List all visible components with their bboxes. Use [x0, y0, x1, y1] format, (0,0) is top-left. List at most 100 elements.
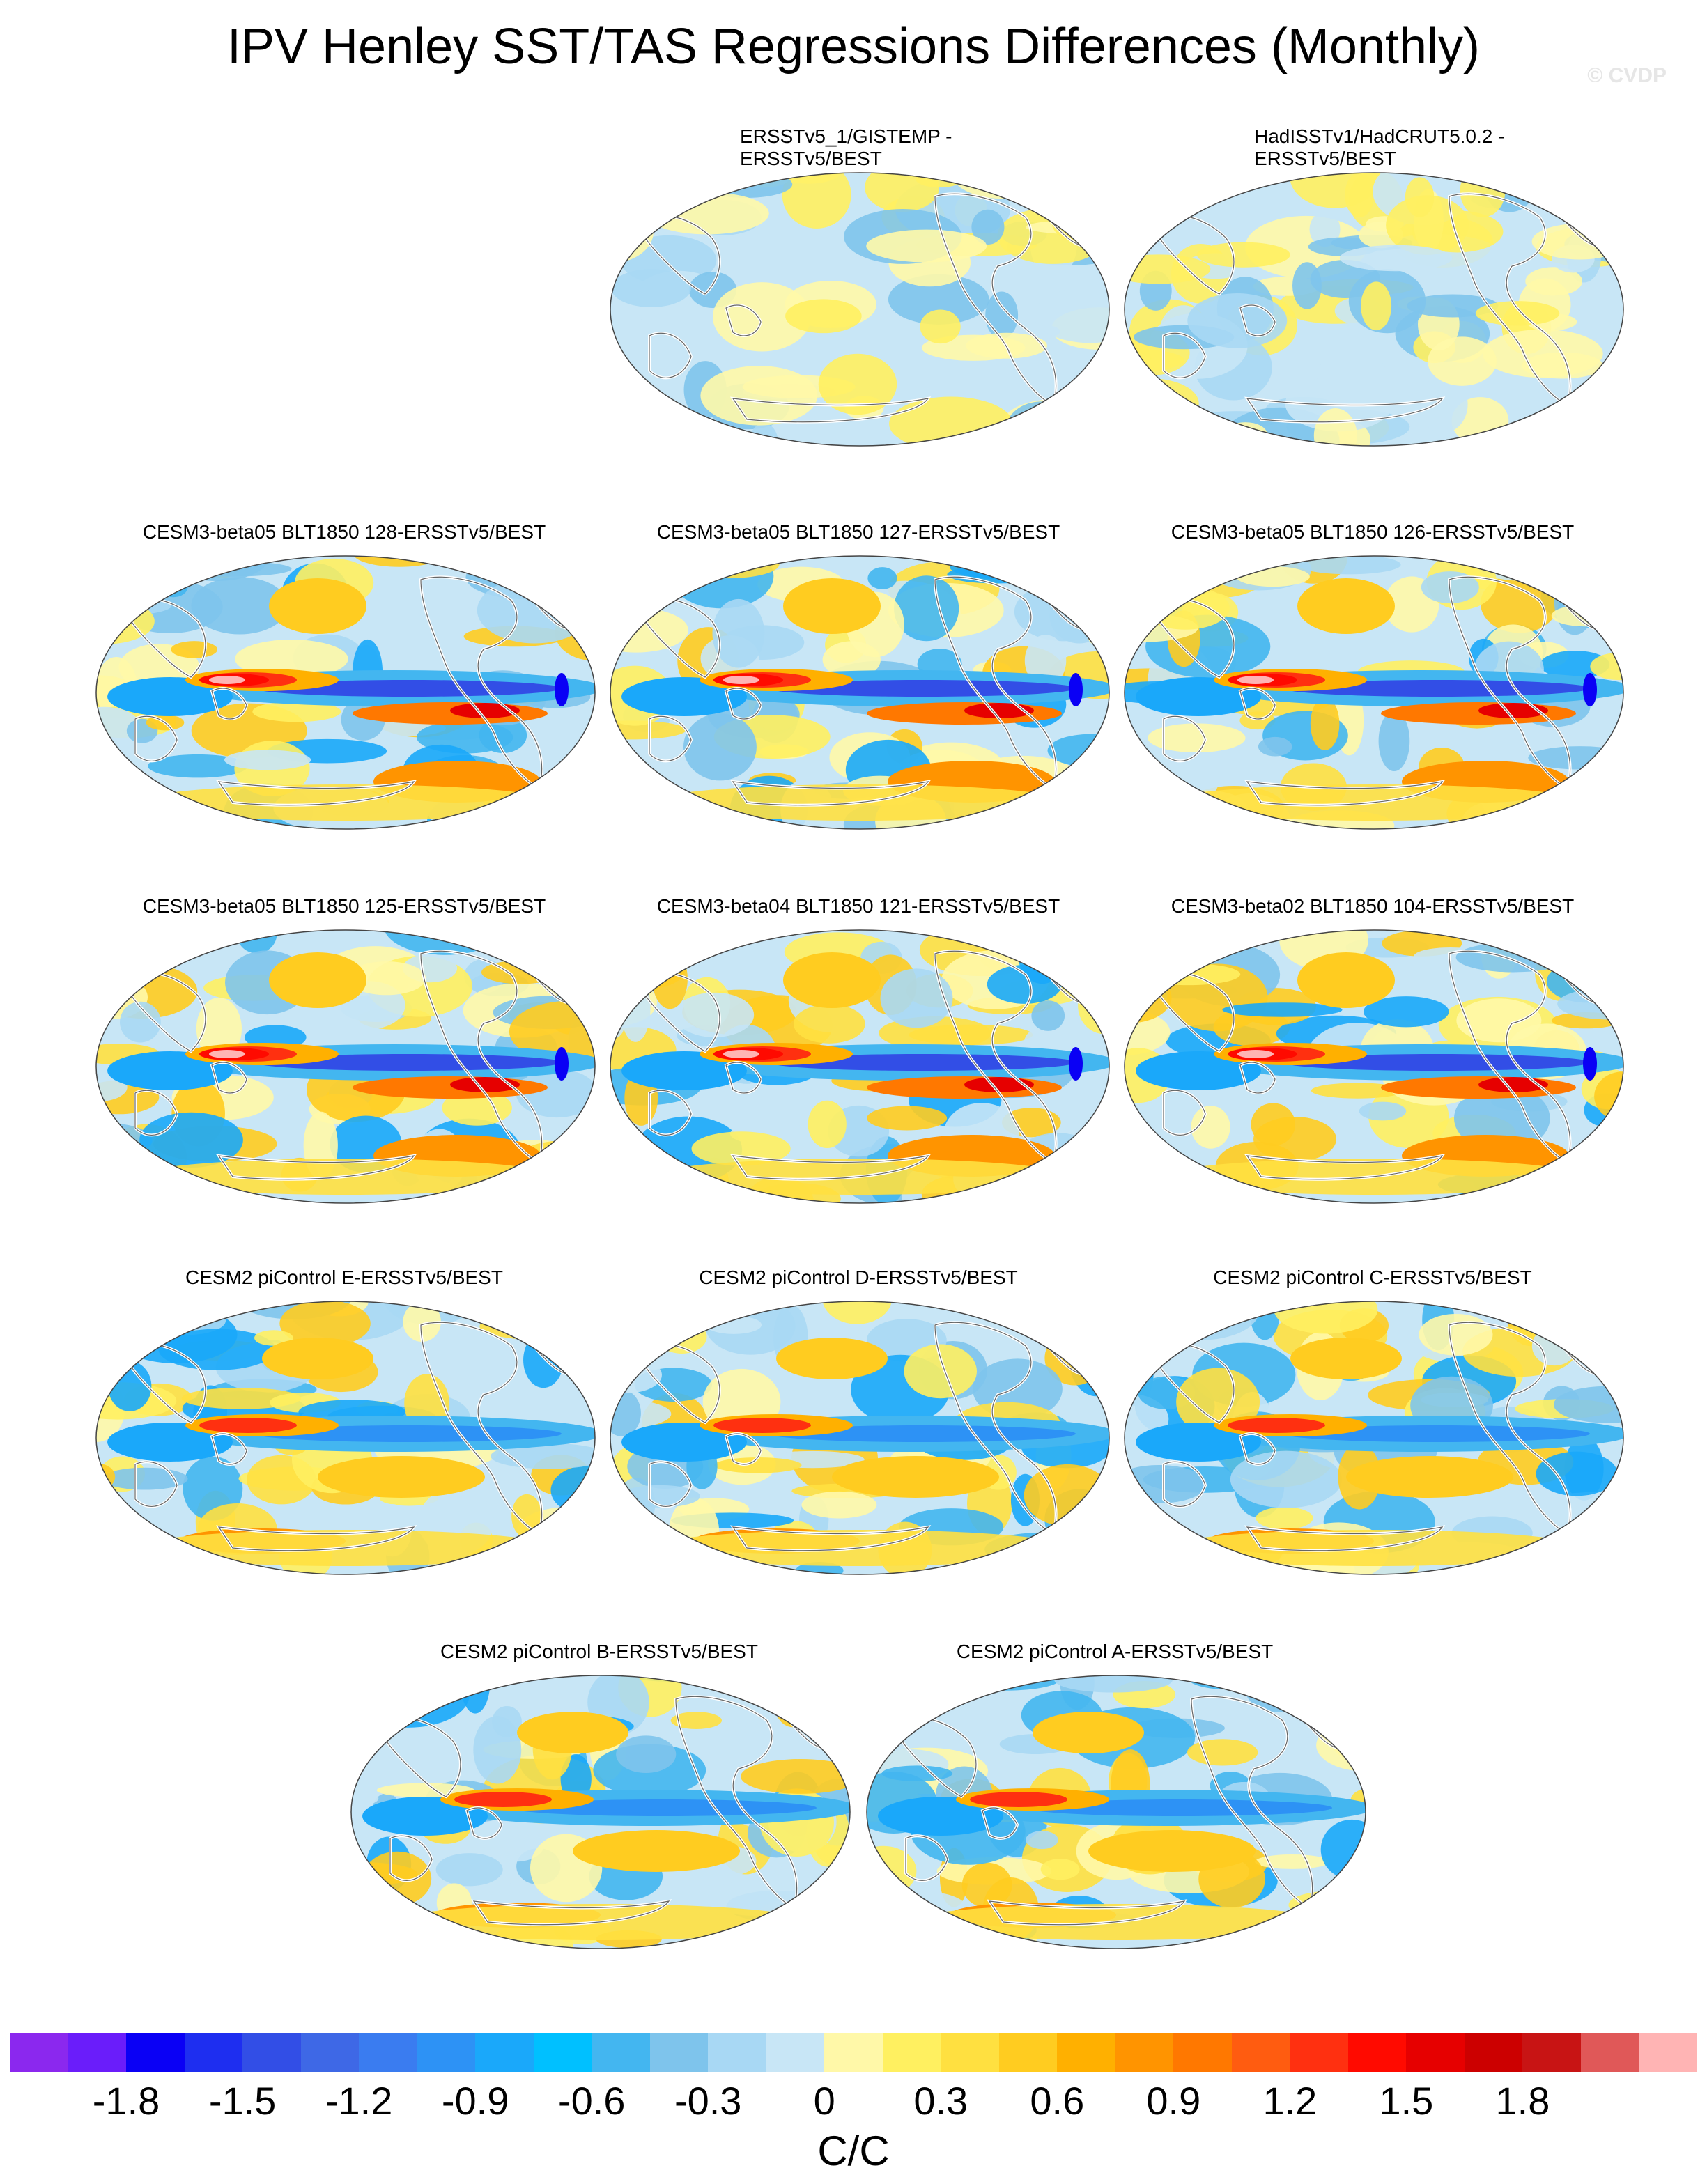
anomaly-patch — [815, 1685, 850, 1710]
world-map — [610, 1301, 1110, 1575]
anomaly-patch — [867, 1935, 943, 1949]
coastline — [211, 1062, 247, 1094]
anomaly-patch — [1297, 556, 1401, 575]
anomaly-patch — [555, 673, 569, 706]
coastline — [934, 576, 1057, 789]
colorbar-swatch — [10, 2033, 68, 2072]
anomaly-patch — [465, 556, 586, 600]
anomaly-patch — [964, 1077, 1034, 1092]
coastline — [934, 950, 1057, 1163]
anomaly-patch — [492, 1705, 522, 1737]
coastline — [134, 1090, 178, 1136]
anomaly-patch — [1297, 952, 1395, 1008]
anomaly-patch — [1196, 242, 1290, 268]
anomaly-patch — [403, 1301, 441, 1342]
anomaly-patch — [1359, 1101, 1407, 1121]
anomaly-patch — [1136, 963, 1241, 986]
anomaly-patch — [96, 797, 132, 829]
colorbar-swatch — [1639, 2033, 1697, 2072]
anomaly-patch — [867, 702, 1062, 725]
anomaly-patch — [880, 968, 953, 1028]
map-border — [610, 555, 1110, 830]
anomaly-patch — [822, 641, 881, 679]
colorbar-swatch — [824, 2033, 883, 2072]
colorbar-tick-label: -0.9 — [441, 2079, 509, 2123]
anomaly-patch — [1136, 773, 1193, 829]
colorbar-tick-label: 1.2 — [1262, 2079, 1318, 2123]
colorbar-tick-label: -1.8 — [92, 2079, 160, 2123]
anomaly-patch — [516, 1069, 595, 1118]
panel-title: CESM3-beta05 BLT1850 128-ERSSTv5/BEST — [142, 521, 546, 543]
coastline — [1449, 193, 1571, 406]
anomaly-patch — [318, 1456, 485, 1498]
map-panel: CESM3-beta05 BLT1850 126-ERSSTv5/BEST — [1115, 521, 1630, 862]
anomaly-patch — [964, 703, 1034, 718]
anomaly-patch — [1080, 231, 1109, 247]
anomaly-patch — [491, 1443, 595, 1469]
anomaly-patch — [723, 1050, 759, 1058]
anomaly-patch — [1253, 1117, 1337, 1162]
anomaly-patch — [674, 992, 755, 1037]
panel-title-line: HadISSTv1/HadCRUT5.0.2 - — [1254, 125, 1505, 147]
anomaly-patch — [670, 1712, 722, 1729]
panel-title-line: ERSSTv5/BEST — [1254, 148, 1396, 169]
coastline — [1149, 214, 1235, 295]
coastline — [635, 214, 720, 295]
map-border — [1124, 929, 1624, 1204]
anomaly-patch — [1311, 1083, 1404, 1099]
panel-title: CESM3-beta05 BLT1850 127-ERSSTv5/BEST — [656, 521, 1060, 543]
colorbar-tick-label: 0.3 — [913, 2079, 968, 2123]
anomaly-patch — [1141, 586, 1230, 630]
anomaly-patch — [610, 1301, 667, 1342]
coastline — [1239, 1433, 1276, 1465]
colorbar-swatch — [1290, 2033, 1348, 2072]
anomaly-patch — [454, 1792, 552, 1807]
coastline — [1149, 971, 1235, 1052]
anomaly-patch — [1036, 787, 1109, 823]
panel-title: CESM2 piControl C-ERSSTv5/BEST — [1213, 1267, 1532, 1288]
anomaly-patch — [888, 396, 1013, 446]
anomaly-patch — [1292, 262, 1322, 309]
anomaly-patch — [832, 1456, 999, 1498]
anomaly-patch — [1536, 1451, 1618, 1496]
anomaly-patch — [668, 1497, 720, 1567]
anomaly-patch — [1058, 802, 1109, 829]
colorbar-swatch — [300, 2033, 360, 2072]
anomaly-patch — [970, 1792, 1067, 1807]
anomaly-patch — [1222, 1002, 1343, 1017]
world-map — [866, 1675, 1366, 1949]
anomaly-patch — [1132, 405, 1214, 446]
anomaly-patch — [353, 702, 548, 725]
anomaly-patch — [1596, 602, 1623, 620]
colorbar-swatch — [1580, 2033, 1639, 2072]
anomaly-patch — [1237, 1050, 1274, 1058]
anomaly-patch — [1215, 173, 1273, 185]
coastline — [217, 1526, 415, 1551]
anomaly-patch — [351, 1790, 379, 1806]
anomaly-patch — [1339, 245, 1453, 272]
anomaly-patch — [555, 1047, 569, 1081]
colorbar-tick-label: -1.5 — [208, 2079, 277, 2123]
coastline — [376, 1717, 461, 1797]
anomaly-patch — [904, 1344, 978, 1399]
anomaly-patch — [1030, 1551, 1109, 1574]
anomaly-patch — [610, 801, 661, 824]
panel-title: CESM2 piControl B-ERSSTv5/BEST — [440, 1641, 758, 1662]
coastline — [725, 688, 762, 720]
map-panel: CESM2 piControl D-ERSSTv5/BEST — [601, 1267, 1116, 1608]
coastline — [1449, 1322, 1571, 1535]
coastline — [134, 715, 178, 761]
anomaly-patch — [1068, 173, 1109, 180]
anomaly-patch — [224, 750, 311, 770]
panel-title: CESM3-beta05 BLT1850 125-ERSSTv5/BEST — [142, 895, 546, 917]
anomaly-patch — [97, 1531, 145, 1565]
anomaly-patch — [1378, 711, 1410, 772]
anomaly-patch — [1581, 417, 1623, 446]
world-map — [1124, 929, 1624, 1204]
coastline — [891, 1717, 977, 1797]
anomaly-patch — [645, 192, 769, 235]
anomaly-patch — [1236, 566, 1310, 587]
anomaly-patch — [171, 641, 218, 658]
anomaly-patch — [532, 947, 595, 966]
anomaly-patch — [1223, 422, 1267, 446]
